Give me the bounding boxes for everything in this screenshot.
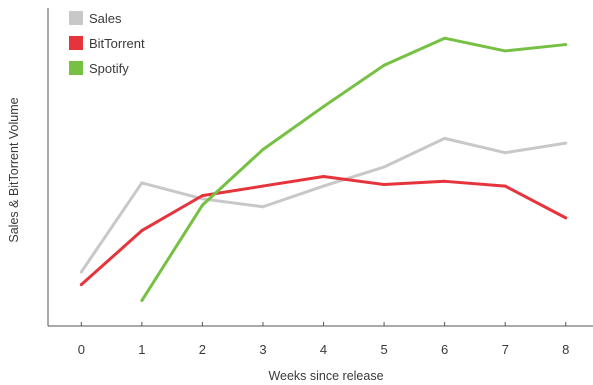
data-point-bittorrent-8 xyxy=(564,216,568,220)
legend-label-bittorrent: BitTorrent xyxy=(89,36,145,51)
legend-item-spotify: Spotify xyxy=(69,61,129,76)
x-axis-title: Weeks since release xyxy=(268,369,383,383)
series-sales xyxy=(79,136,568,274)
data-point-sales-4 xyxy=(322,184,326,188)
y-axis-title: Sales & BitTorrent Volume xyxy=(7,97,21,242)
series-line-sales xyxy=(80,136,566,273)
x-tick-label-1: 1 xyxy=(138,342,145,357)
legend-swatch-sales xyxy=(69,11,83,25)
data-point-spotify-6 xyxy=(443,36,447,40)
data-point-sales-3 xyxy=(261,205,265,209)
data-point-sales-7 xyxy=(503,151,507,155)
data-point-spotify-5 xyxy=(382,63,386,67)
legend: Sales BitTorrent Spotify xyxy=(69,11,145,76)
x-tick-label-0: 0 xyxy=(78,342,85,357)
data-point-spotify-3 xyxy=(261,148,265,152)
x-tick-label-7: 7 xyxy=(502,342,509,357)
x-axis-ticks: 0 1 2 3 4 5 6 7 8 xyxy=(78,322,569,357)
legend-item-bittorrent: BitTorrent xyxy=(69,36,145,51)
data-point-sales-6 xyxy=(443,136,447,140)
series-line-spotify xyxy=(140,36,566,302)
data-point-spotify-4 xyxy=(322,105,326,109)
data-point-bittorrent-0 xyxy=(79,283,83,287)
data-point-bittorrent-5 xyxy=(382,182,386,186)
series-layer xyxy=(79,36,568,303)
data-point-bittorrent-1 xyxy=(140,229,144,233)
data-point-spotify-7 xyxy=(503,49,507,53)
series-bittorrent xyxy=(79,175,568,287)
series-line-bittorrent xyxy=(80,175,567,286)
data-point-bittorrent-7 xyxy=(503,184,507,188)
data-point-spotify-1 xyxy=(140,299,144,303)
x-tick-label-3: 3 xyxy=(259,342,266,357)
data-point-bittorrent-2 xyxy=(200,194,204,198)
legend-item-sales: Sales xyxy=(69,11,122,26)
data-point-sales-2 xyxy=(200,197,204,201)
x-tick-label-8: 8 xyxy=(562,342,569,357)
data-point-sales-1 xyxy=(140,181,144,185)
data-point-sales-5 xyxy=(382,165,386,169)
x-tick-label-4: 4 xyxy=(320,342,327,357)
data-point-spotify-2 xyxy=(200,203,204,207)
legend-label-spotify: Spotify xyxy=(89,61,129,76)
legend-swatch-spotify xyxy=(69,61,83,75)
legend-label-sales: Sales xyxy=(89,11,122,26)
legend-swatch-bittorrent xyxy=(69,36,83,50)
data-point-bittorrent-3 xyxy=(261,184,265,188)
data-point-bittorrent-4 xyxy=(322,175,326,179)
x-tick-label-6: 6 xyxy=(441,342,448,357)
x-tick-label-5: 5 xyxy=(380,342,387,357)
data-point-sales-0 xyxy=(79,270,83,274)
x-tick-label-2: 2 xyxy=(199,342,206,357)
series-spotify xyxy=(140,36,568,303)
data-point-bittorrent-6 xyxy=(443,179,447,183)
data-point-sales-8 xyxy=(564,141,568,145)
data-point-spotify-8 xyxy=(564,43,568,47)
